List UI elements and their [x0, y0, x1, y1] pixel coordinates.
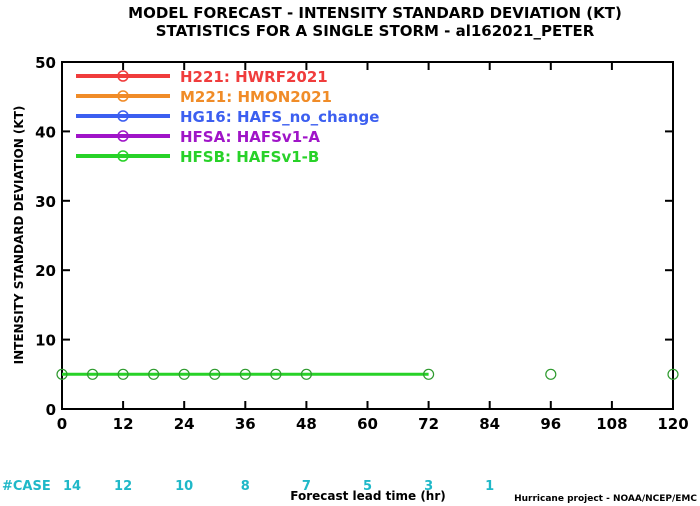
x-axis-label: Forecast lead time (hr) — [290, 489, 446, 503]
y-tick-label: 30 — [35, 193, 56, 211]
legend-label: HFSA: HAFSv1-A — [180, 128, 320, 146]
data-point — [545, 368, 557, 380]
case-count: 12 — [114, 479, 132, 494]
x-tick-label: 96 — [540, 415, 561, 433]
legend: H221: HWRF2021 M221: HMON2021 HG16: HAFS_n… — [76, 68, 379, 166]
legend-marker — [117, 130, 129, 142]
y-tick-label: 40 — [35, 123, 56, 141]
case-counts: 14 12 10 8 7 5 3 1 — [63, 479, 494, 494]
x-tick-label: 12 — [113, 415, 134, 433]
y-tick-label: 10 — [35, 332, 56, 350]
x-tick-label: 48 — [296, 415, 317, 433]
x-tick-label: 36 — [235, 415, 256, 433]
data-point — [239, 368, 251, 380]
data-point — [300, 368, 312, 380]
data-point — [86, 368, 99, 380]
data-point — [148, 368, 160, 380]
data-point — [209, 368, 221, 380]
x-tick-label: 108 — [596, 415, 627, 433]
x-tick-label: 60 — [357, 415, 378, 433]
case-count: 1 — [485, 479, 494, 494]
legend-marker — [117, 150, 129, 162]
y-tick-label: 20 — [35, 262, 56, 280]
case-count: 8 — [241, 479, 250, 494]
legend-marker — [117, 90, 129, 102]
chart-subtitle: STATISTICS FOR A SINGLE STORM - al162021… — [156, 22, 595, 40]
x-axis: 0 12 24 36 48 60 72 84 96 108 120 — [57, 62, 689, 433]
case-count: 3 — [424, 479, 433, 494]
credit-text: Hurricane project - NOAA/NCEP/EMC — [514, 494, 697, 504]
case-count: 14 — [63, 479, 81, 494]
case-count: 10 — [175, 479, 193, 494]
legend-label: H221: HWRF2021 — [180, 68, 328, 86]
y-tick-label: 0 — [46, 401, 56, 419]
case-label: #CASE — [2, 479, 51, 494]
legend-label: M221: HMON2021 — [180, 88, 332, 106]
data-point — [56, 368, 68, 380]
legend-marker — [117, 110, 129, 122]
series-layer — [56, 368, 679, 380]
case-count: 5 — [363, 479, 372, 494]
case-count: 7 — [302, 479, 311, 494]
x-tick-label: 0 — [57, 415, 67, 433]
data-point — [667, 368, 679, 380]
chart-title: MODEL FORECAST - INTENSITY STANDARD DEVI… — [128, 4, 622, 22]
data-point — [178, 368, 190, 380]
x-tick-label: 72 — [418, 415, 439, 433]
legend-label: HG16: HAFS_no_change — [180, 108, 379, 126]
data-point — [117, 368, 129, 380]
y-tick-label: 50 — [35, 54, 56, 72]
data-point — [423, 368, 435, 380]
x-tick-label: 24 — [174, 415, 195, 433]
legend-marker — [117, 70, 129, 82]
y-axis: 0 10 20 30 40 50 — [35, 54, 673, 419]
x-tick-label: 120 — [657, 415, 688, 433]
y-axis-label: INTENSITY STANDARD DEVIATION (KT) — [12, 106, 26, 365]
data-point — [270, 368, 282, 380]
legend-label: HFSB: HAFSv1-B — [180, 148, 319, 166]
x-tick-label: 84 — [479, 415, 500, 433]
